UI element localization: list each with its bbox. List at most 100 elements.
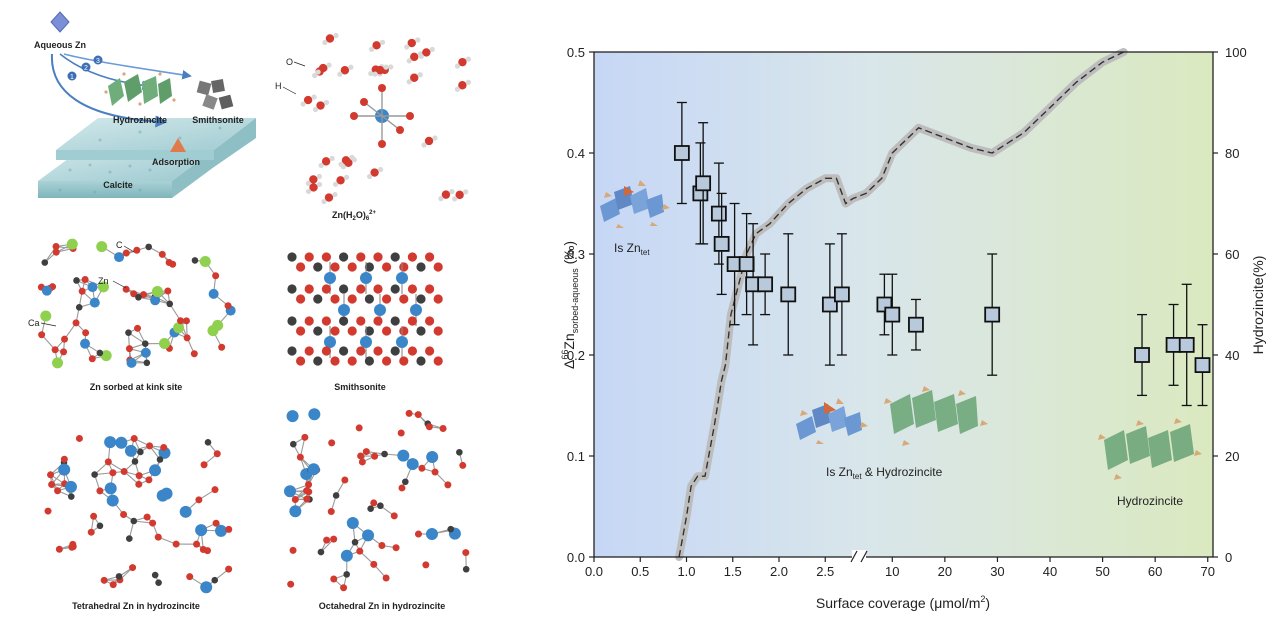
- atom: [56, 546, 63, 553]
- data-point-marker: [712, 207, 726, 221]
- atom: [173, 541, 180, 548]
- atom: [209, 289, 219, 299]
- atom: [297, 454, 304, 461]
- water-hydrogen: [344, 175, 349, 180]
- atom: [416, 326, 425, 335]
- atom: [105, 458, 112, 465]
- water-hydrogen: [369, 47, 374, 52]
- water-hydrogen: [333, 182, 338, 187]
- caption-tetrahedral: Tetrahedral Zn in hydrozincite: [72, 601, 200, 611]
- zn-atom: [410, 304, 422, 316]
- atom: [91, 471, 98, 478]
- zn-atom: [396, 336, 408, 348]
- atom: [161, 488, 173, 500]
- atom: [352, 539, 359, 546]
- water-hydrogen: [449, 189, 454, 194]
- atom: [215, 525, 227, 537]
- water-hydrogen: [324, 100, 329, 105]
- atom: [125, 445, 137, 457]
- atom: [131, 435, 138, 442]
- atom: [393, 544, 400, 551]
- atom: [79, 288, 86, 295]
- atom: [408, 316, 417, 325]
- water-hydrogen: [418, 72, 423, 77]
- atom: [52, 357, 63, 368]
- atom: [322, 252, 331, 261]
- atom: [152, 286, 163, 297]
- zn-leader-line: [113, 281, 126, 288]
- atom: [347, 517, 359, 529]
- atom: [88, 529, 95, 536]
- atom: [82, 276, 89, 283]
- atom: [155, 534, 162, 541]
- atom: [135, 294, 142, 301]
- atom: [205, 439, 212, 446]
- atom: [305, 481, 312, 488]
- atom: [365, 356, 374, 365]
- x-tick-label: 1.5: [724, 564, 742, 579]
- data-point-marker: [781, 287, 795, 301]
- atom: [287, 410, 299, 422]
- water-hydrogen: [338, 162, 343, 167]
- oxygen-atom: [396, 126, 404, 134]
- atom: [60, 348, 67, 355]
- atom: [193, 541, 200, 548]
- atom: [204, 547, 211, 554]
- atom: [159, 338, 170, 349]
- atom: [123, 250, 130, 257]
- atom: [195, 524, 207, 536]
- caption-smithsonite: Smithsonite: [334, 382, 386, 392]
- atom: [447, 526, 454, 533]
- atom: [180, 506, 192, 518]
- atom: [434, 294, 443, 303]
- atom: [362, 529, 374, 541]
- zn-atom: [324, 272, 336, 284]
- atom: [426, 451, 438, 463]
- atom: [200, 581, 212, 593]
- atom: [426, 423, 433, 430]
- atom: [408, 284, 417, 293]
- atom: [348, 356, 357, 365]
- label-ca: Ca: [28, 318, 40, 328]
- atom: [125, 329, 132, 336]
- atom: [371, 453, 378, 460]
- water-hydrogen: [327, 62, 332, 67]
- atom: [339, 284, 348, 293]
- atom: [373, 252, 382, 261]
- water-hydrogen: [319, 163, 324, 168]
- oxygen-leader-line: [294, 62, 305, 66]
- atom: [425, 252, 434, 261]
- atom: [145, 244, 152, 251]
- atom: [290, 441, 297, 448]
- octahedral-structure: [284, 408, 469, 591]
- atom: [47, 471, 54, 478]
- atom: [356, 252, 365, 261]
- octahedral-panel: Octahedral Zn in hydrozincite: [284, 408, 469, 611]
- y-right-tick-label: 60: [1225, 247, 1239, 262]
- atom: [73, 319, 80, 326]
- water-hydrogen: [317, 174, 322, 179]
- atom: [313, 326, 322, 335]
- zn-atom: [396, 272, 408, 284]
- step-2-label: 2: [84, 65, 88, 72]
- atom: [373, 284, 382, 293]
- water-hydrogen: [306, 189, 311, 194]
- atom: [456, 449, 463, 456]
- oxygen-atom: [350, 112, 358, 120]
- atom: [408, 252, 417, 261]
- atom: [225, 302, 232, 309]
- atom: [211, 577, 218, 584]
- data-point-marker: [835, 287, 849, 301]
- atom: [370, 561, 377, 568]
- atom: [287, 284, 296, 293]
- x-axis-title: Surface coverage (μmol/m2): [816, 594, 990, 611]
- atom: [434, 356, 443, 365]
- atom: [434, 262, 443, 271]
- atom: [52, 346, 59, 353]
- atom: [105, 482, 117, 494]
- label-zn: Zn: [98, 276, 109, 286]
- water-hydrogen: [430, 47, 435, 52]
- atom: [313, 294, 322, 303]
- atom: [341, 550, 353, 562]
- atom: [65, 481, 77, 493]
